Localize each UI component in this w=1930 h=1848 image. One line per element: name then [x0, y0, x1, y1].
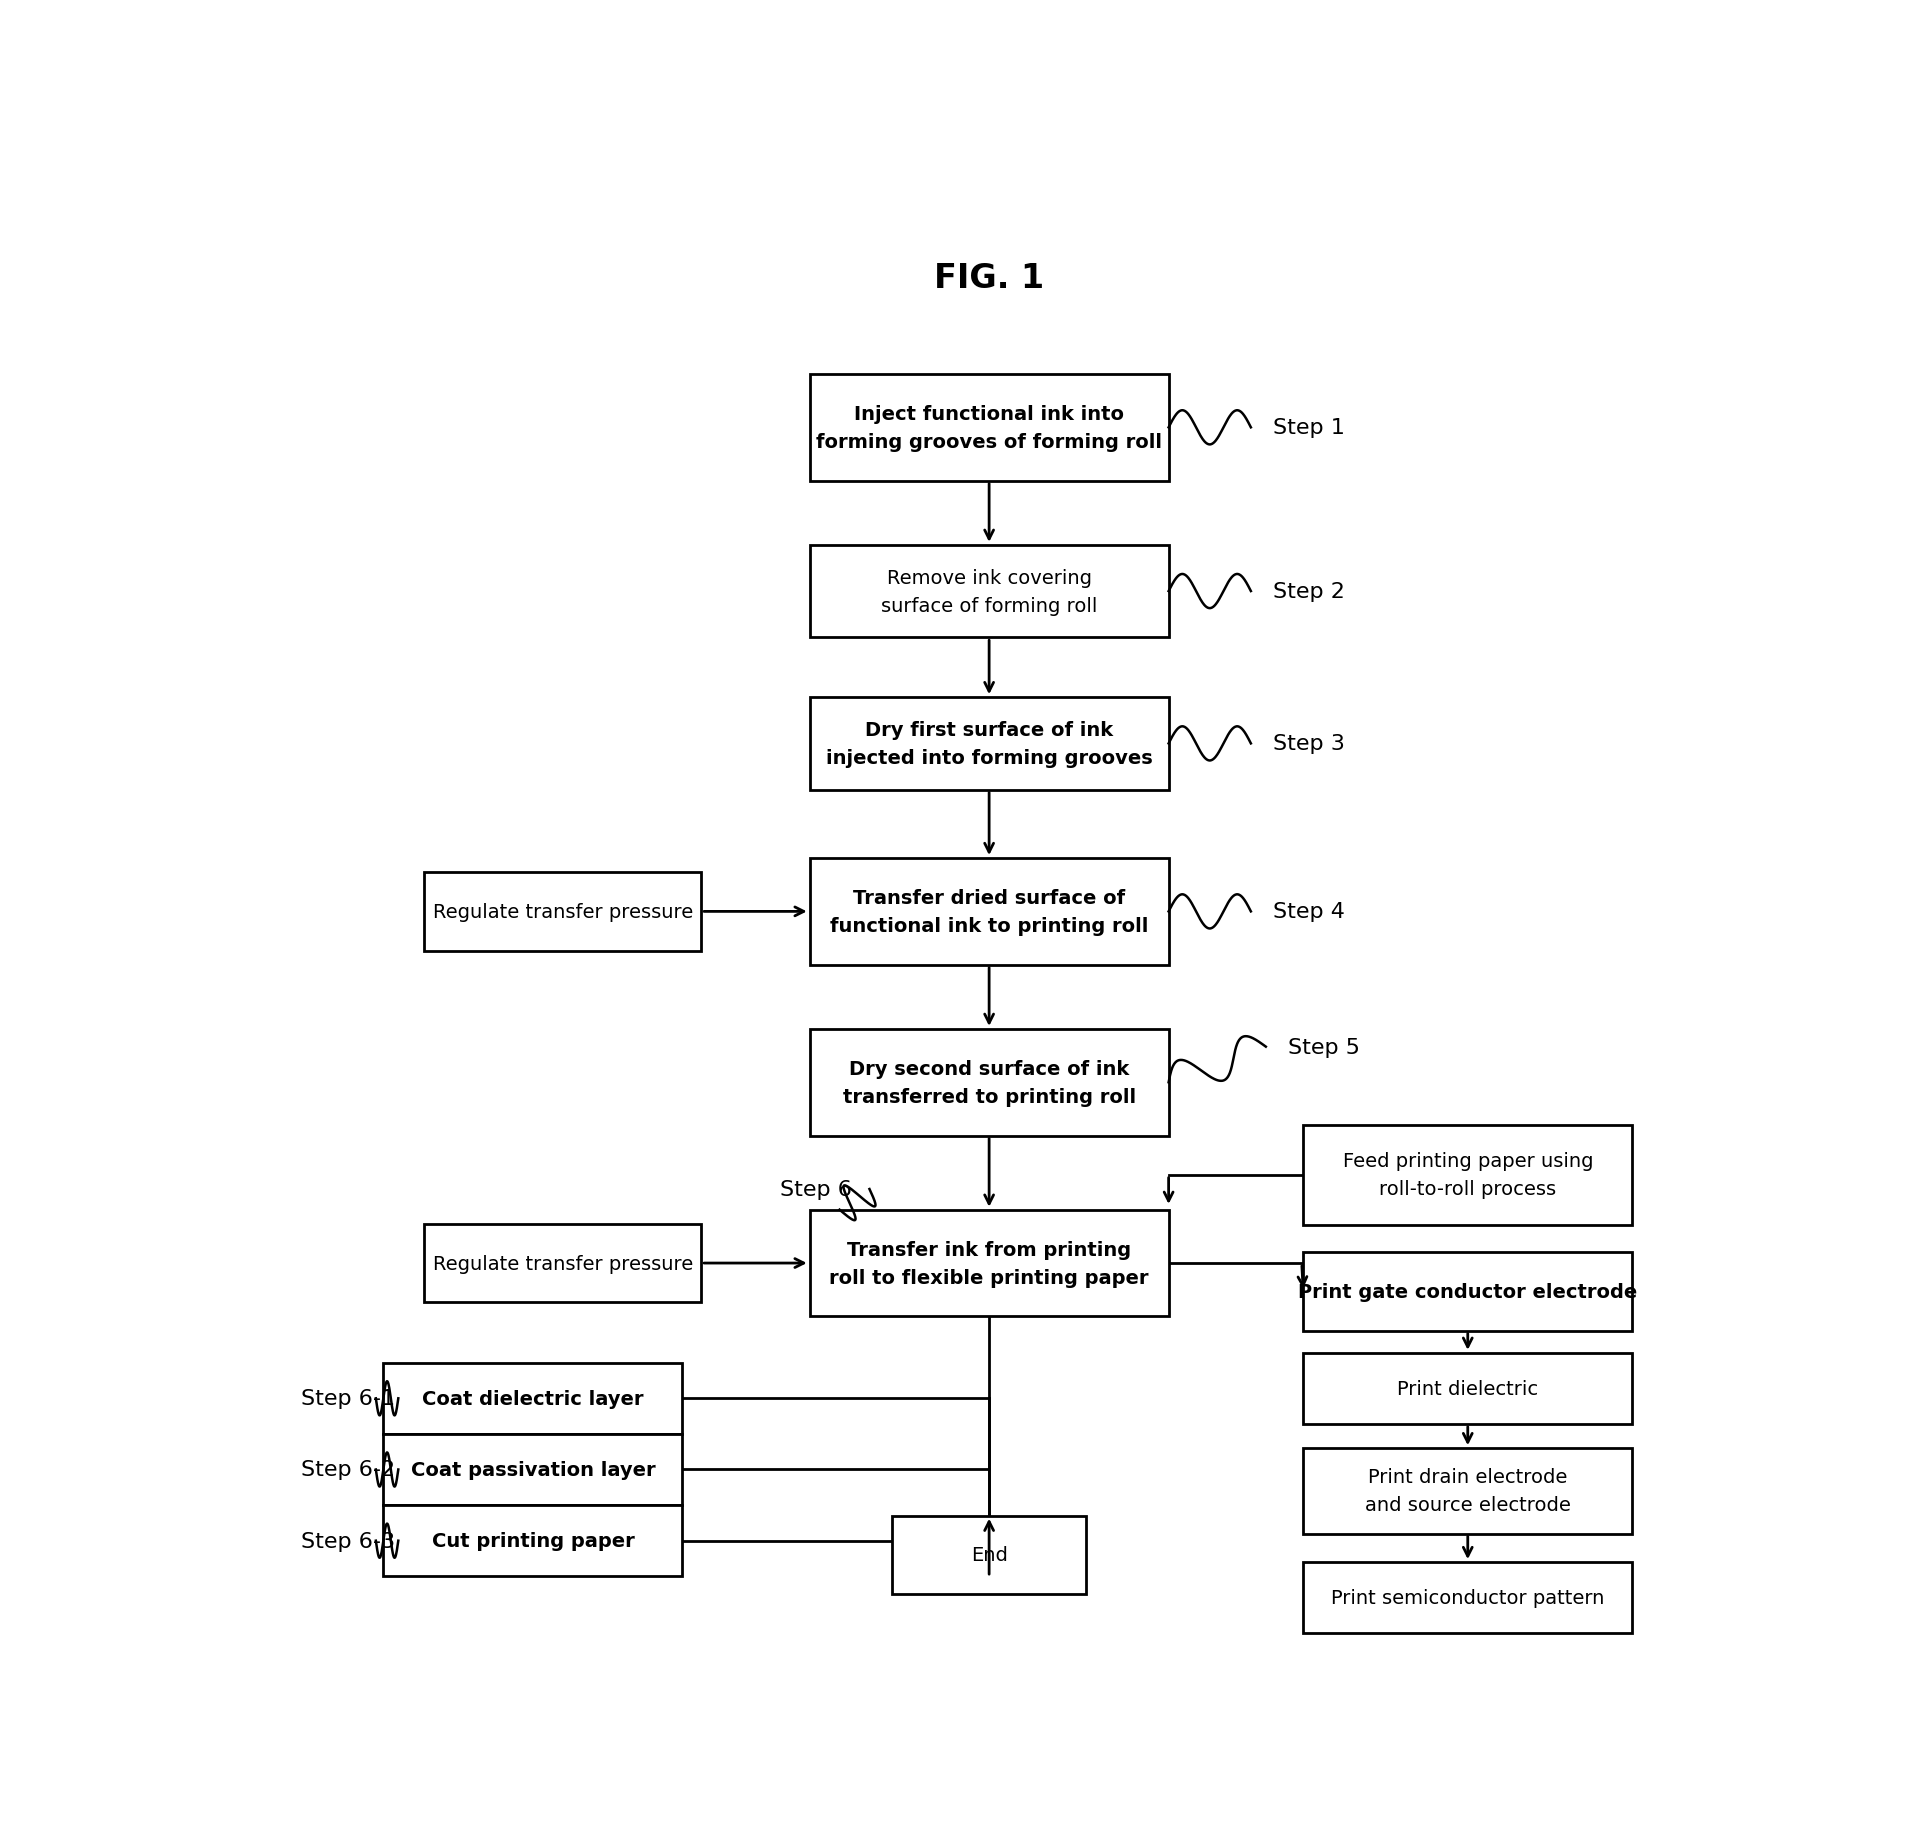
Text: Step 2: Step 2	[1274, 582, 1345, 602]
FancyBboxPatch shape	[811, 545, 1168, 638]
Text: Dry second surface of ink
transferred to printing roll: Dry second surface of ink transferred to…	[843, 1059, 1135, 1107]
FancyBboxPatch shape	[811, 1210, 1168, 1318]
Text: Print semiconductor pattern: Print semiconductor pattern	[1332, 1587, 1604, 1608]
Text: Step 6-3: Step 6-3	[301, 1530, 396, 1550]
Text: Dry first surface of ink
injected into forming grooves: Dry first surface of ink injected into f…	[826, 721, 1152, 767]
FancyBboxPatch shape	[384, 1506, 683, 1576]
FancyBboxPatch shape	[1303, 1562, 1633, 1634]
FancyBboxPatch shape	[1303, 1125, 1633, 1225]
Text: FIG. 1: FIG. 1	[934, 262, 1044, 296]
Text: End: End	[971, 1545, 1007, 1565]
FancyBboxPatch shape	[811, 375, 1168, 482]
Text: Print drain electrode
and source electrode: Print drain electrode and source electro…	[1365, 1467, 1571, 1515]
Text: Remove ink covering
surface of forming roll: Remove ink covering surface of forming r…	[880, 567, 1098, 615]
Text: Transfer dried surface of
functional ink to printing roll: Transfer dried surface of functional ink…	[830, 889, 1148, 935]
FancyBboxPatch shape	[1303, 1449, 1633, 1534]
Text: Print dielectric: Print dielectric	[1397, 1379, 1538, 1399]
Text: Print gate conductor electrode: Print gate conductor electrode	[1299, 1283, 1637, 1301]
Text: Feed printing paper using
roll-to-roll process: Feed printing paper using roll-to-roll p…	[1343, 1151, 1592, 1199]
FancyBboxPatch shape	[1303, 1353, 1633, 1425]
Text: Regulate transfer pressure: Regulate transfer pressure	[432, 1255, 693, 1273]
FancyBboxPatch shape	[425, 1223, 701, 1303]
Text: Step 6-2: Step 6-2	[301, 1460, 396, 1480]
Text: Step 6-1: Step 6-1	[301, 1388, 396, 1408]
Text: Coat dielectric layer: Coat dielectric layer	[423, 1390, 645, 1408]
Text: Inject functional ink into
forming grooves of forming roll: Inject functional ink into forming groov…	[816, 405, 1162, 451]
Text: Cut printing paper: Cut printing paper	[432, 1532, 635, 1550]
FancyBboxPatch shape	[384, 1434, 683, 1506]
Text: Regulate transfer pressure: Regulate transfer pressure	[432, 902, 693, 922]
Text: Coat passivation layer: Coat passivation layer	[411, 1460, 654, 1478]
FancyBboxPatch shape	[811, 1029, 1168, 1137]
Text: Step 4: Step 4	[1274, 902, 1345, 922]
FancyBboxPatch shape	[811, 699, 1168, 791]
Text: Step 3: Step 3	[1274, 734, 1345, 754]
Text: Transfer ink from printing
roll to flexible printing paper: Transfer ink from printing roll to flexi…	[830, 1240, 1148, 1286]
FancyBboxPatch shape	[892, 1515, 1087, 1595]
Text: Step 6: Step 6	[780, 1179, 851, 1199]
Text: Step 1: Step 1	[1274, 418, 1345, 438]
FancyBboxPatch shape	[384, 1364, 683, 1434]
Text: Step 5: Step 5	[1287, 1037, 1361, 1057]
FancyBboxPatch shape	[425, 872, 701, 952]
FancyBboxPatch shape	[1303, 1253, 1633, 1331]
FancyBboxPatch shape	[811, 859, 1168, 965]
